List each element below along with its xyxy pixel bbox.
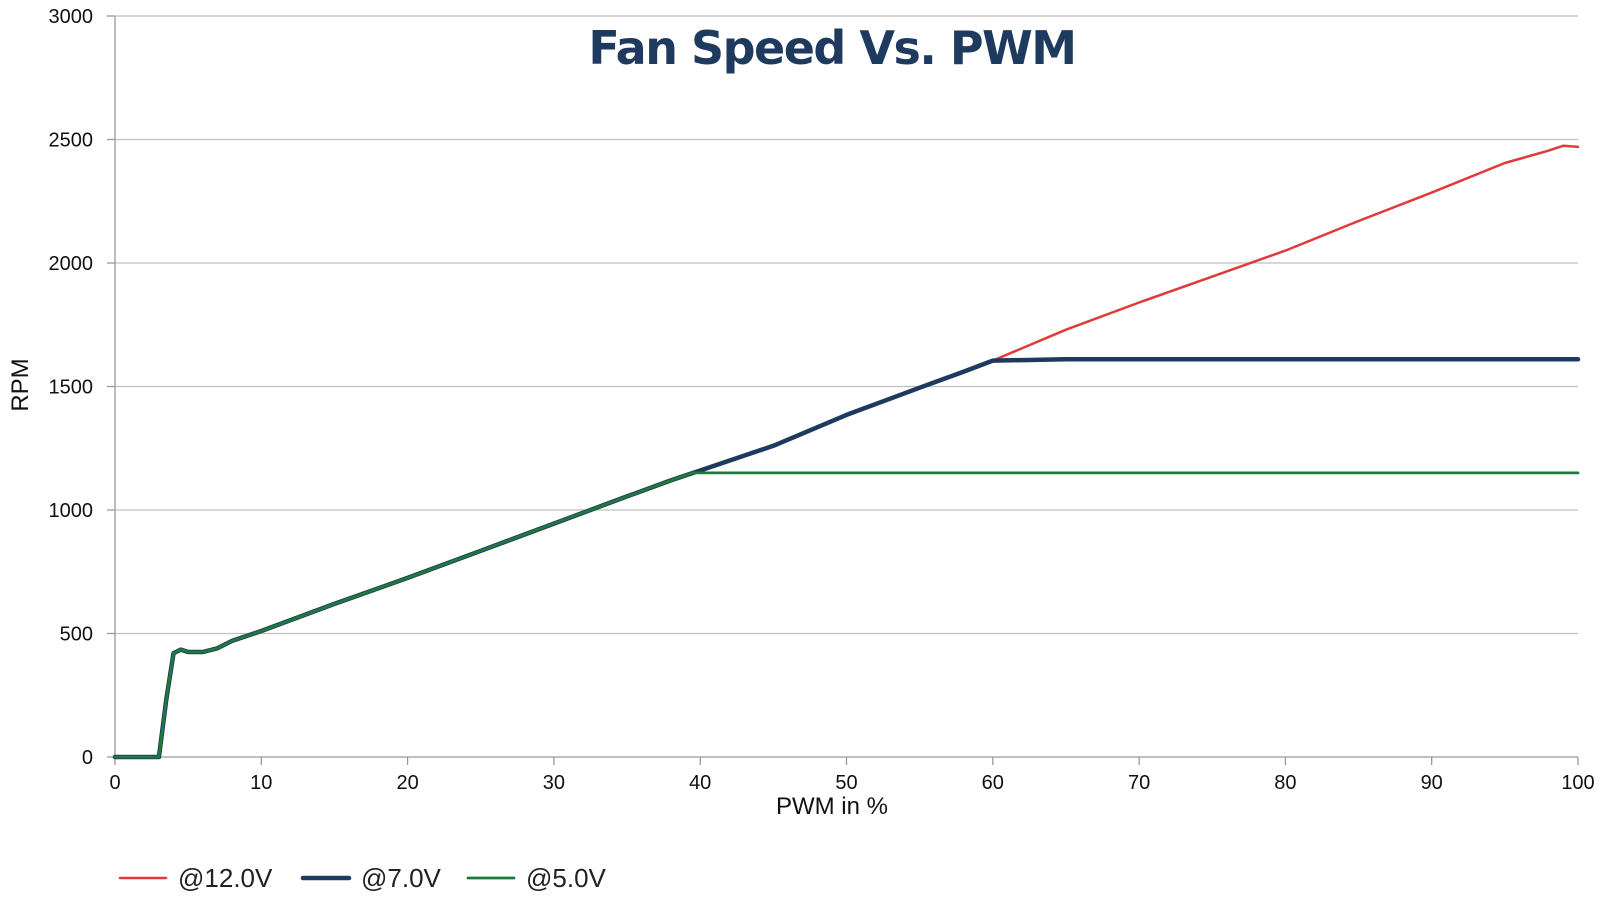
x-tick-label-50: 50 [835, 772, 857, 794]
y-axis-label: RPM [7, 358, 34, 411]
x-tick-label-100: 100 [1561, 772, 1594, 794]
series-line-12-0v [113, 144, 1580, 759]
y-tick-label-2000: 2000 [49, 253, 94, 275]
legend: @12.0V @7.0V @5.0V [118, 863, 607, 893]
x-axis-label: PWM in % [776, 793, 888, 820]
x-tick-label-90: 90 [1421, 772, 1443, 794]
legend-label-5-0v: @5.0V [526, 863, 607, 893]
x-tick-label-10: 10 [250, 772, 272, 794]
axes [107, 15, 1579, 765]
legend-item-12-0v: @12.0V [118, 863, 273, 893]
x-tick-label-30: 30 [543, 772, 565, 794]
y-tick-label-1500: 1500 [49, 377, 94, 399]
legend-label-7-0v: @7.0V [361, 863, 442, 893]
legend-item-5-0v: @5.0V [466, 863, 607, 893]
x-tick-label-0: 0 [109, 772, 120, 794]
tick-labels: 0 500 1000 1500 2000 2500 3000 0 10 20 30 40 50 60 70 8… [49, 6, 1595, 794]
y-tick-label-2500: 2500 [49, 130, 94, 152]
y-tick-label-3000: 3000 [49, 6, 94, 28]
chart-title: Fan Speed Vs. PWM [588, 21, 1075, 75]
x-tick-label-20: 20 [396, 772, 418, 794]
series-line-7-0v [112, 357, 1581, 760]
legend-label-12-0v: @12.0V [178, 863, 273, 893]
legend-item-7-0v: @7.0V [300, 863, 442, 893]
y-tick-label-0: 0 [82, 747, 93, 769]
x-tick-label-60: 60 [982, 772, 1004, 794]
x-tick-label-40: 40 [689, 772, 711, 794]
series-lines [112, 144, 1581, 760]
grid-lines [115, 15, 1578, 635]
series-line-5-0v [113, 471, 1580, 759]
x-tick-label-70: 70 [1128, 772, 1150, 794]
x-tick-label-80: 80 [1274, 772, 1296, 794]
y-tick-label-1000: 1000 [49, 500, 94, 522]
y-tick-label-500: 500 [60, 624, 93, 646]
